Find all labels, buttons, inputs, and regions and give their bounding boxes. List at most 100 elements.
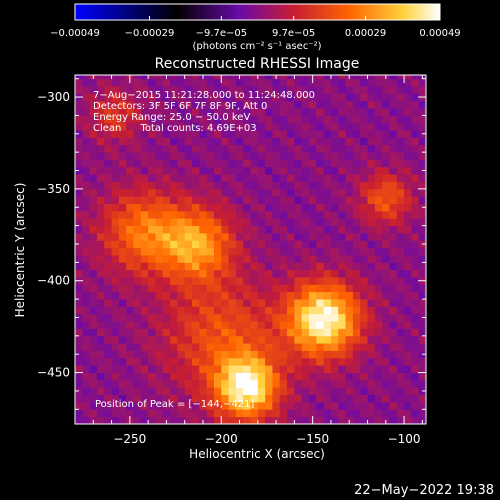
heatmap-cell bbox=[330, 409, 339, 418]
heatmap-cell bbox=[330, 291, 339, 300]
heatmap-cell bbox=[345, 262, 354, 271]
heatmap-cell bbox=[133, 350, 142, 359]
heatmap-cell bbox=[126, 321, 134, 329]
heatmap-cell bbox=[272, 181, 281, 190]
heatmap-cell bbox=[148, 350, 156, 359]
heatmap-cell bbox=[257, 181, 266, 190]
heatmap-cell bbox=[140, 218, 149, 227]
heatmap-cell bbox=[279, 269, 288, 278]
heatmap-cell bbox=[250, 401, 259, 410]
heatmap-cell bbox=[206, 122, 215, 131]
heatmap-cell bbox=[309, 379, 317, 388]
heatmap-cell bbox=[367, 75, 376, 80]
heatmap-cell bbox=[411, 166, 420, 175]
heatmap-cell bbox=[104, 306, 112, 315]
heatmap-cell bbox=[294, 284, 303, 293]
heatmap-cell bbox=[323, 269, 332, 278]
heatmap-cell bbox=[330, 277, 339, 285]
heatmap-cell bbox=[265, 379, 273, 388]
heatmap-cell bbox=[345, 86, 354, 94]
heatmap-cell bbox=[411, 225, 420, 234]
heatmap-cell bbox=[345, 394, 354, 403]
heatmap-cell bbox=[177, 115, 186, 124]
heatmap-cell bbox=[382, 372, 390, 381]
heatmap-cell bbox=[155, 343, 164, 351]
heatmap-cell bbox=[338, 269, 346, 278]
heatmap-cell bbox=[162, 299, 171, 307]
heatmap-cell bbox=[140, 335, 149, 344]
heatmap-cell bbox=[294, 350, 303, 359]
heatmap-cell bbox=[279, 387, 288, 396]
heatmap-cell bbox=[389, 306, 398, 315]
heatmap-cell bbox=[352, 321, 361, 329]
heatmap-cell bbox=[184, 350, 193, 359]
heatmap-cell bbox=[89, 247, 98, 256]
heatmap-cell bbox=[323, 159, 332, 168]
heatmap-cell bbox=[243, 255, 251, 263]
heatmap-cell bbox=[192, 93, 200, 102]
heatmap-cell bbox=[126, 86, 134, 94]
heatmap-cell bbox=[170, 152, 178, 160]
heatmap-cell bbox=[265, 86, 273, 94]
heatmap-cell bbox=[294, 210, 303, 219]
heatmap-cell bbox=[192, 115, 200, 124]
heatmap-cell bbox=[206, 152, 215, 160]
heatmap-cell bbox=[352, 188, 361, 197]
heatmap-cell bbox=[323, 255, 332, 263]
heatmap-cell bbox=[104, 174, 112, 182]
heatmap-cell bbox=[96, 379, 105, 388]
heatmap-cell bbox=[213, 306, 222, 315]
heatmap-cell bbox=[367, 130, 376, 138]
heatmap-cell bbox=[374, 357, 383, 366]
heatmap-cell bbox=[104, 78, 112, 87]
heatmap-cell bbox=[272, 372, 281, 381]
heatmap-cell bbox=[396, 210, 405, 219]
heatmap-cell bbox=[162, 365, 171, 373]
heatmap-cell bbox=[360, 357, 368, 366]
heatmap-cell bbox=[140, 343, 149, 351]
heatmap-cell bbox=[265, 166, 273, 175]
heatmap-cell bbox=[75, 78, 83, 87]
heatmap-cell bbox=[213, 137, 222, 146]
heatmap-cell bbox=[294, 262, 303, 271]
heatmap-cell bbox=[89, 255, 98, 263]
heatmap-cell bbox=[287, 394, 295, 403]
heatmap-cell bbox=[199, 409, 208, 418]
heatmap-cell bbox=[89, 210, 98, 219]
x-tick-label: −100 bbox=[388, 432, 421, 446]
heatmap-cell bbox=[418, 232, 427, 241]
heatmap-cell bbox=[352, 196, 361, 204]
heatmap-cell bbox=[104, 225, 112, 234]
colorbar-tick-label: 9.7e−05 bbox=[272, 28, 315, 39]
heatmap-cell bbox=[126, 299, 134, 307]
heatmap-cell bbox=[235, 159, 244, 168]
heatmap-cell bbox=[374, 210, 383, 219]
heatmap-cell bbox=[192, 232, 200, 241]
heatmap-cell bbox=[177, 122, 186, 131]
heatmap-cell bbox=[279, 144, 288, 153]
plot-frame bbox=[74, 74, 427, 425]
heatmap-cell bbox=[235, 357, 244, 366]
heatmap-cell bbox=[118, 130, 127, 138]
heatmap-cell bbox=[404, 137, 412, 146]
heatmap-cell bbox=[104, 416, 112, 425]
heatmap-cell bbox=[265, 357, 273, 366]
heatmap-cell bbox=[140, 247, 149, 256]
heatmap-cell bbox=[418, 159, 427, 168]
heatmap-cell bbox=[104, 108, 112, 116]
heatmap-cell bbox=[352, 372, 361, 381]
heatmap-cell bbox=[104, 137, 112, 146]
heatmap-cell bbox=[111, 350, 120, 359]
heatmap-cell bbox=[404, 394, 412, 403]
heatmap-cell bbox=[338, 188, 346, 197]
heatmap-cell bbox=[265, 203, 273, 212]
heatmap-cell bbox=[184, 181, 193, 190]
heatmap-cell bbox=[287, 365, 295, 373]
y-tick-label: −350 bbox=[37, 182, 70, 196]
heatmap-cell bbox=[287, 122, 295, 131]
heatmap-cell bbox=[382, 277, 390, 285]
heatmap-cell bbox=[396, 277, 405, 285]
heatmap-cell bbox=[235, 401, 244, 410]
heatmap-cell bbox=[162, 350, 171, 359]
heatmap-cell bbox=[126, 181, 134, 190]
